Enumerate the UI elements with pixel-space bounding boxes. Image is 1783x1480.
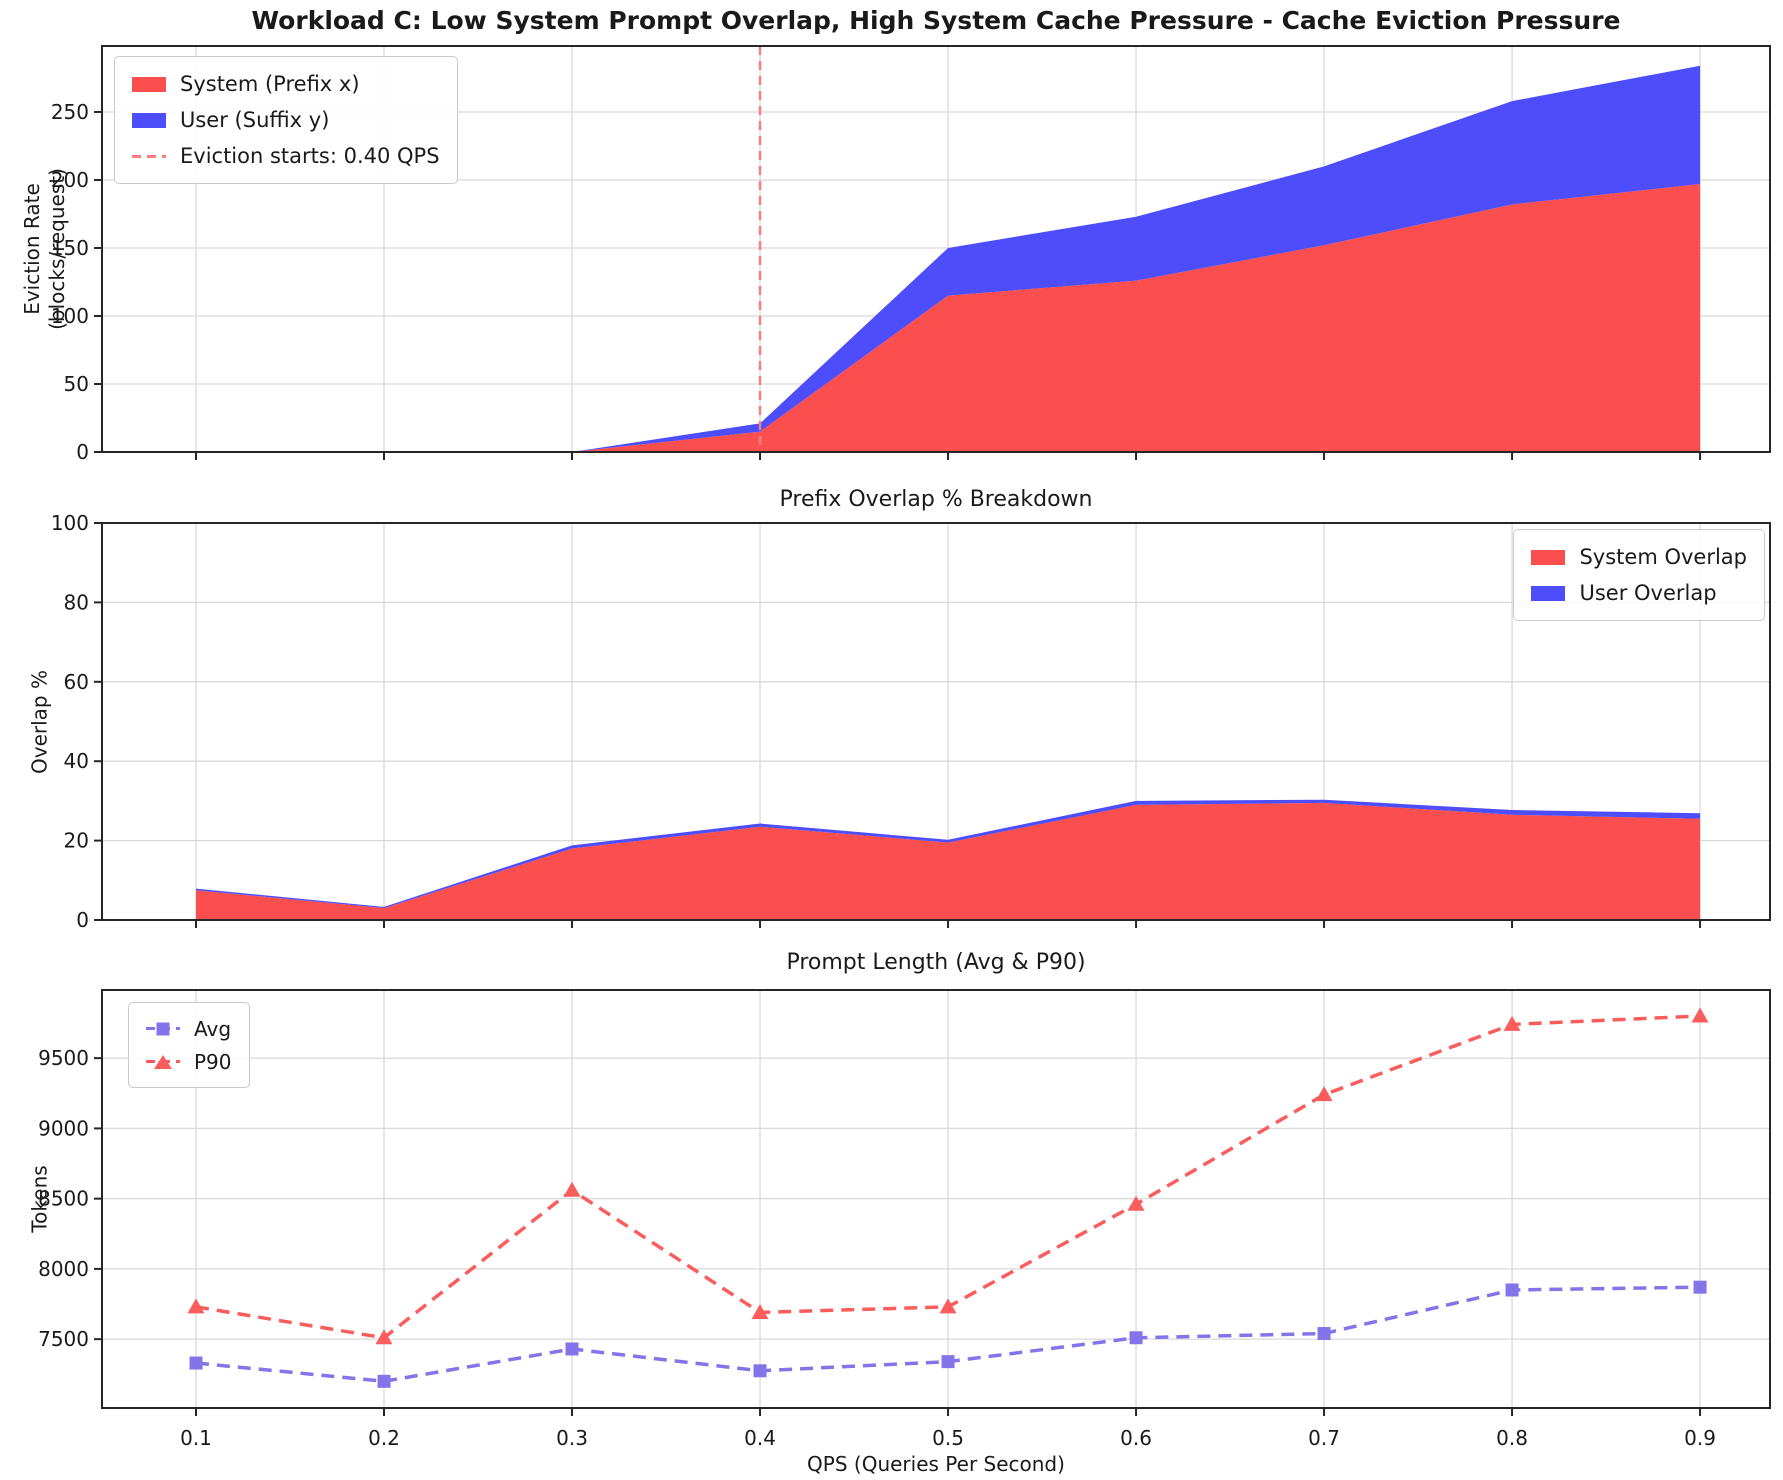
svg-text:60: 60 [64,670,89,694]
svg-text:0.5: 0.5 [932,1426,964,1450]
svg-text:100: 100 [51,511,89,535]
legend-label-user-overlap: User Overlap [1579,581,1717,605]
legend-marker-avg-square [156,1022,170,1035]
legend-swatch-user-patch [132,112,166,128]
legend-item-user-suffix: User (Suffix y) [132,102,440,138]
svg-text:0: 0 [76,440,89,464]
legend-item-eviction-start: Eviction starts: 0.40 QPS [132,138,440,174]
svg-text:0.9: 0.9 [1684,1426,1716,1450]
y-axis-label-line1: Eviction Rate [20,183,44,315]
svg-text:250: 250 [51,100,89,124]
svg-text:100: 100 [51,304,89,328]
bottom-chart-title: Prompt Length (Avg & P90) [786,950,1086,975]
legend-label-system-overlap: System Overlap [1579,545,1747,569]
svg-text:0.6: 0.6 [1120,1426,1152,1450]
y-axis-label-line2: (blocks/request) [45,168,69,330]
svg-text:7500: 7500 [38,1327,89,1351]
svg-text:9000: 9000 [38,1116,89,1140]
svg-text:0.1: 0.1 [180,1426,212,1450]
svg-text:9500: 9500 [38,1046,89,1070]
legend-eviction-chart: System (Prefix x) User (Suffix y) Evicti… [114,56,458,184]
svg-text:20: 20 [64,829,89,853]
legend-overlap-chart: System Overlap User Overlap [1513,529,1765,621]
svg-text:150: 150 [51,236,89,260]
y-axis-label-eviction-rate: Eviction Rate (blocks/request) [20,168,70,330]
legend-item-p90: P90 [146,1045,232,1078]
x-axis-label: QPS (Queries Per Second) [807,1452,1065,1476]
svg-text:50: 50 [64,372,89,396]
legend-item-system-prefix: System (Prefix x) [132,66,440,102]
legend-swatch-eviction-dash [132,154,166,158]
legend-label-system-prefix: System (Prefix x) [180,72,360,96]
legend-label-user-suffix: User (Suffix y) [180,108,330,132]
svg-text:0: 0 [76,908,89,932]
svg-text:0.4: 0.4 [744,1426,776,1450]
svg-text:40: 40 [64,749,89,773]
legend-prompt-length-chart: Avg P90 [128,1002,250,1088]
legend-swatch-system-patch [132,76,166,92]
legend-item-system-overlap: System Overlap [1531,539,1747,575]
svg-text:8500: 8500 [38,1187,89,1211]
svg-text:0.7: 0.7 [1308,1426,1340,1450]
y-axis-label-tokens: Tokens [27,1165,52,1233]
legend-label-avg: Avg [194,1016,232,1041]
svg-text:8000: 8000 [38,1257,89,1281]
legend-swatch-system-overlap [1531,549,1566,565]
legend-label-eviction-start: Eviction starts: 0.40 QPS [180,144,440,168]
y-axis-label-overlap: Overlap % [27,670,52,774]
legend-marker-p90-triangle [154,1054,172,1069]
figure-title: Workload C: Low System Prompt Overlap, H… [251,6,1621,35]
legend-item-avg: Avg [146,1012,232,1045]
svg-text:80: 80 [64,590,89,614]
legend-swatch-user-overlap [1531,585,1566,601]
svg-text:0.2: 0.2 [368,1426,400,1450]
legend-label-p90: P90 [194,1049,232,1074]
svg-text:200: 200 [51,168,89,192]
legend-swatch-p90-line [146,1054,180,1069]
middle-chart-title: Prefix Overlap % Breakdown [779,487,1093,512]
svg-text:0.8: 0.8 [1496,1426,1528,1450]
svg-text:0.3: 0.3 [556,1426,588,1450]
legend-item-user-overlap: User Overlap [1531,575,1747,611]
legend-swatch-avg-line [146,1022,180,1035]
